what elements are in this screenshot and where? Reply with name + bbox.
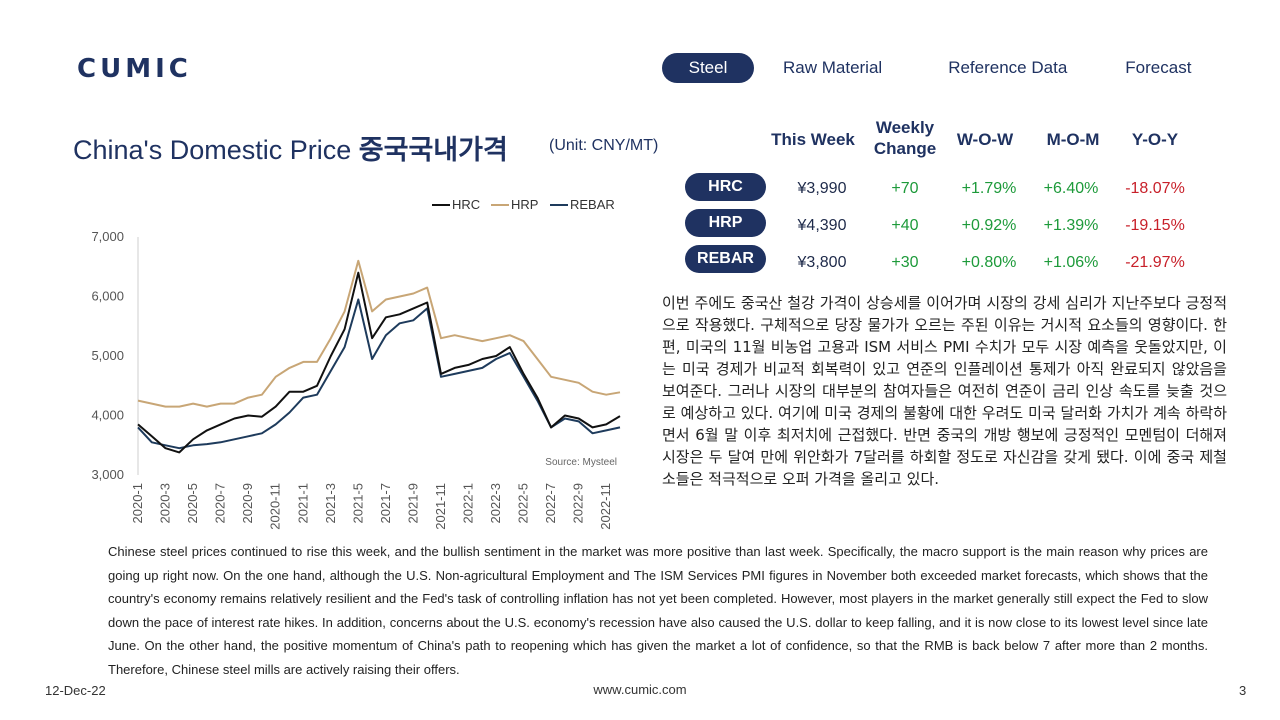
x-tick-label: 2021-1 bbox=[295, 483, 310, 523]
legend-label-hrp: HRP bbox=[511, 197, 538, 212]
cumic-logo: CUMIC bbox=[77, 54, 192, 84]
hrp-mom: +1.39% bbox=[1043, 217, 1099, 234]
x-tick-label: 2020-1 bbox=[130, 483, 145, 523]
legend-label-hrc: HRC bbox=[452, 197, 480, 212]
x-tick-label: 2021-11 bbox=[433, 483, 448, 530]
footer-url[interactable]: www.cumic.com bbox=[593, 682, 687, 697]
hrp-weekly-change: +40 bbox=[891, 217, 919, 234]
x-tick-label: 2021-7 bbox=[378, 483, 393, 523]
hrc-yoy: -18.07% bbox=[1125, 180, 1185, 197]
unit-label: (Unit: CNY/MT) bbox=[549, 137, 659, 154]
rebar-weekly-change: +30 bbox=[891, 254, 919, 271]
col-header-yoy: Y-O-Y bbox=[1131, 130, 1179, 149]
col-header-weekly-change-line2: Change bbox=[873, 139, 937, 158]
x-tick-label: 2020-3 bbox=[158, 483, 173, 523]
col-header-wow: W-O-W bbox=[956, 130, 1014, 149]
hrp-wow: +0.92% bbox=[961, 217, 1017, 234]
x-tick-label: 2020-9 bbox=[240, 483, 255, 523]
col-header-weekly-change-line1: Weekly bbox=[875, 118, 935, 137]
footer-date: 12-Dec-22 bbox=[45, 683, 106, 698]
hrc-mom: +6.40% bbox=[1043, 180, 1099, 197]
rebar-wow: +0.80% bbox=[961, 254, 1017, 271]
top-nav: Steel Raw Material Reference Data Foreca… bbox=[662, 53, 1191, 83]
x-tick-label: 2022-7 bbox=[543, 483, 558, 523]
x-tick-label: 2021-5 bbox=[350, 483, 365, 523]
x-tick-label: 2021-9 bbox=[405, 483, 420, 523]
col-header-weekly-change: Weekly Change bbox=[866, 117, 944, 159]
x-tick-label: 2022-1 bbox=[461, 483, 476, 523]
nav-tab-raw-material[interactable]: Raw Material bbox=[783, 58, 883, 77]
y-tick-label: 6,000 bbox=[91, 289, 124, 304]
page-title: China's Domestic Price 중국국내가격 bbox=[73, 128, 508, 167]
col-header-mom: M-O-M bbox=[1046, 130, 1100, 149]
chart-source: Source: Mysteel bbox=[545, 457, 617, 468]
x-tick-label: 2020-5 bbox=[185, 483, 200, 523]
series-line-hrp bbox=[137, 259, 621, 408]
legend-label-rebar: REBAR bbox=[570, 197, 615, 212]
x-tick-label: 2020-7 bbox=[213, 483, 228, 523]
x-tick-label: 2022-11 bbox=[598, 483, 613, 530]
title-english: China's Domestic Price bbox=[73, 135, 352, 165]
y-tick-label: 4,000 bbox=[91, 408, 124, 423]
rebar-price: ¥3,800 bbox=[797, 254, 847, 271]
series-line-hrc bbox=[137, 271, 621, 454]
hrp-yoy: -19.15% bbox=[1125, 217, 1185, 234]
rebar-yoy: -21.97% bbox=[1125, 254, 1185, 271]
x-tick-label: 2022-3 bbox=[488, 483, 503, 523]
x-tick-label: 2021-3 bbox=[323, 483, 338, 523]
rebar-mom: +1.06% bbox=[1043, 254, 1099, 271]
nav-tab-steel[interactable]: Steel bbox=[662, 53, 754, 83]
hrp-price: ¥4,390 bbox=[797, 217, 847, 234]
row-label-hrp: HRP bbox=[685, 209, 766, 237]
page-number: 3 bbox=[1239, 683, 1247, 698]
x-tick-label: 2020-11 bbox=[268, 483, 283, 530]
row-label-hrc: HRC bbox=[685, 173, 766, 201]
x-tick-label: 2022-9 bbox=[571, 483, 586, 523]
hrc-weekly-change: +70 bbox=[891, 180, 919, 197]
hrc-price: ¥3,990 bbox=[797, 180, 847, 197]
series-line-rebar bbox=[137, 298, 621, 450]
nav-tab-reference-data[interactable]: Reference Data bbox=[948, 58, 1068, 77]
row-label-rebar: REBAR bbox=[685, 245, 766, 273]
y-tick-label: 5,000 bbox=[91, 348, 124, 363]
x-tick-label: 2022-5 bbox=[516, 483, 531, 523]
commentary-english: Chinese steel prices continued to rise t… bbox=[108, 544, 1208, 677]
hrc-wow: +1.79% bbox=[961, 180, 1017, 197]
title-korean: 중국국내가격 bbox=[358, 135, 508, 165]
commentary-korean: 이번 주에도 중국산 철강 가격이 상승세를 이어가며 시장의 강세 심리가 지… bbox=[662, 294, 1227, 488]
y-tick-label: 3,000 bbox=[91, 467, 124, 482]
price-line-chart: 7,000 6,000 5,000 4,000 3,000 2020-1 2020-3 202… bbox=[91, 197, 621, 530]
y-tick-label: 7,000 bbox=[91, 229, 124, 244]
nav-tab-forecast[interactable]: Forecast bbox=[1125, 58, 1192, 77]
col-header-this-week: This Week bbox=[771, 130, 855, 149]
